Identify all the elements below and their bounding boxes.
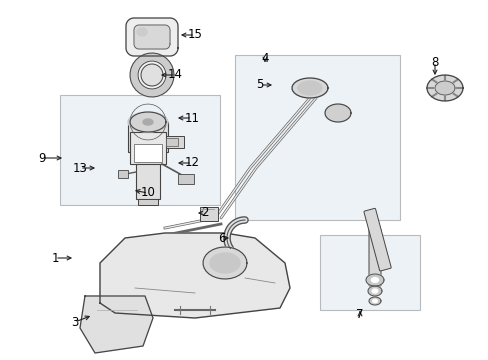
Polygon shape (134, 25, 170, 49)
Text: 15: 15 (187, 28, 202, 41)
Text: 5: 5 (256, 78, 263, 91)
Text: 7: 7 (356, 309, 363, 321)
Text: 11: 11 (184, 112, 199, 125)
Polygon shape (368, 297, 380, 305)
Bar (130, 132, 165, 164)
Text: 6: 6 (218, 231, 225, 244)
Bar (128, 122, 168, 152)
Polygon shape (371, 289, 377, 293)
Polygon shape (130, 112, 165, 132)
Polygon shape (434, 81, 454, 95)
Text: 14: 14 (167, 68, 182, 81)
Bar (118, 170, 128, 178)
Text: 10: 10 (140, 186, 155, 199)
Bar (178, 174, 194, 184)
Polygon shape (137, 28, 147, 36)
Text: 3: 3 (71, 315, 79, 328)
Polygon shape (100, 233, 289, 318)
Text: 4: 4 (261, 51, 268, 64)
Text: 1: 1 (51, 252, 59, 265)
Polygon shape (325, 104, 350, 122)
Polygon shape (298, 81, 321, 95)
Bar (235, 55, 399, 220)
Polygon shape (203, 247, 246, 279)
Polygon shape (372, 300, 377, 303)
Text: 9: 9 (38, 152, 46, 165)
Polygon shape (291, 78, 327, 98)
Polygon shape (130, 53, 174, 97)
Polygon shape (371, 278, 378, 282)
Polygon shape (138, 61, 165, 89)
Text: 8: 8 (430, 55, 438, 68)
Polygon shape (80, 296, 153, 353)
Text: 2: 2 (201, 207, 208, 220)
Bar (200, 207, 218, 221)
FancyBboxPatch shape (368, 229, 380, 286)
FancyBboxPatch shape (363, 208, 390, 271)
Polygon shape (141, 64, 163, 86)
Polygon shape (426, 75, 462, 101)
Bar (138, 199, 158, 205)
Text: 13: 13 (72, 162, 87, 175)
Polygon shape (128, 112, 168, 132)
Bar (134, 144, 162, 162)
Bar (165, 136, 183, 148)
Bar (319, 235, 419, 310)
Text: 12: 12 (184, 157, 199, 170)
Bar (165, 138, 178, 146)
Polygon shape (210, 253, 240, 273)
Polygon shape (367, 286, 381, 296)
Polygon shape (366, 274, 383, 286)
Bar (136, 164, 160, 199)
Bar (60, 95, 220, 205)
Polygon shape (142, 119, 153, 125)
Polygon shape (126, 18, 178, 56)
